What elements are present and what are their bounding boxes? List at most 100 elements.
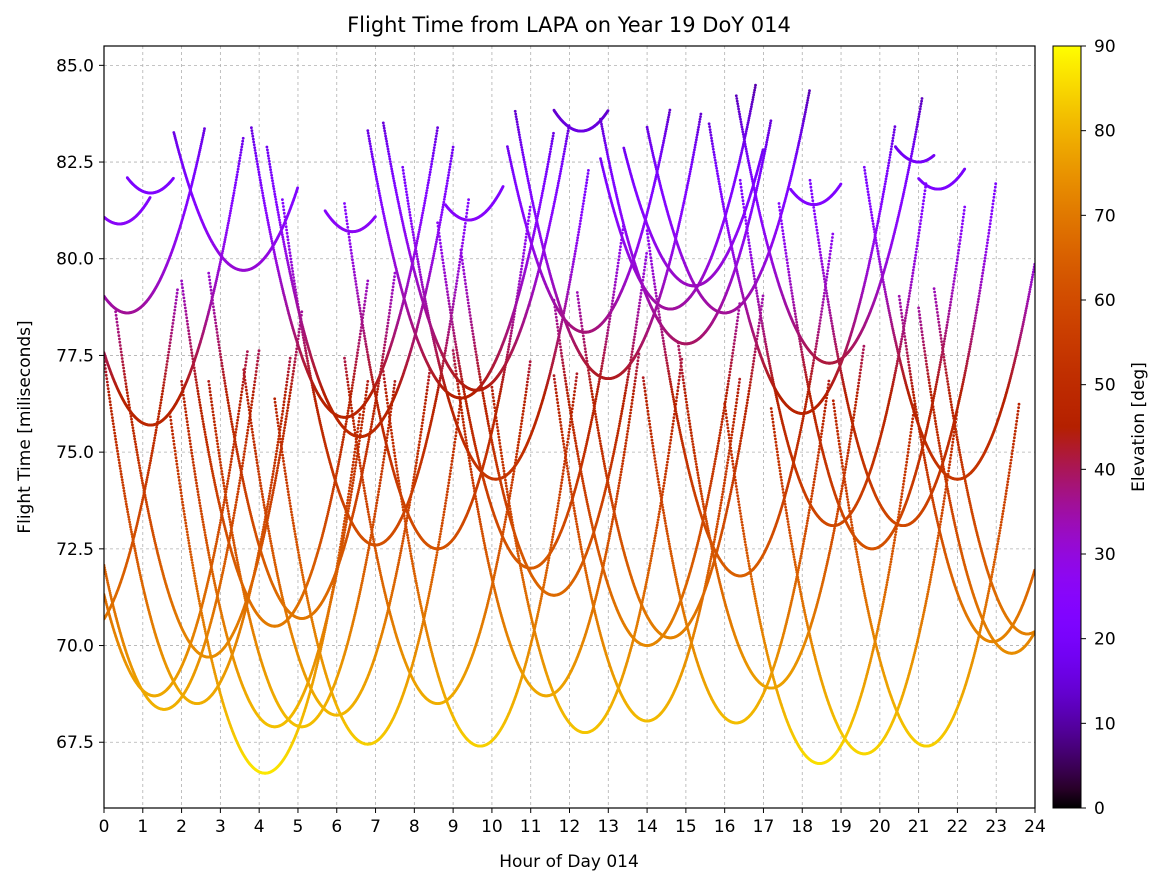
data-point bbox=[346, 498, 350, 502]
data-point bbox=[394, 460, 398, 464]
data-point bbox=[644, 396, 648, 400]
data-point bbox=[182, 509, 186, 513]
data-point bbox=[183, 400, 186, 404]
data-point bbox=[268, 534, 272, 538]
data-point bbox=[566, 440, 569, 444]
data-point bbox=[193, 574, 197, 578]
data-point bbox=[801, 545, 805, 548]
data-point bbox=[209, 393, 213, 397]
data-point bbox=[894, 533, 897, 536]
data-point bbox=[349, 493, 353, 496]
data-point bbox=[498, 442, 502, 445]
data-point bbox=[219, 467, 223, 470]
data-point bbox=[444, 502, 447, 505]
data-point bbox=[442, 510, 446, 514]
data-point bbox=[423, 405, 427, 409]
data-point bbox=[643, 386, 646, 390]
data-point bbox=[286, 490, 290, 494]
data-point bbox=[295, 540, 298, 544]
data-point bbox=[194, 475, 197, 479]
data-point bbox=[202, 523, 205, 527]
data-point bbox=[665, 463, 669, 467]
data-point bbox=[190, 454, 194, 458]
data-point bbox=[416, 591, 420, 594]
data-point bbox=[876, 627, 880, 631]
data-point bbox=[451, 456, 454, 460]
data-point bbox=[287, 496, 291, 499]
data-point bbox=[890, 555, 894, 558]
data-point bbox=[180, 497, 184, 501]
data-point bbox=[172, 442, 176, 446]
data-point bbox=[562, 442, 566, 446]
data-point bbox=[294, 535, 297, 539]
data-point bbox=[291, 519, 295, 522]
data-point bbox=[572, 397, 576, 400]
data-point bbox=[886, 578, 889, 582]
data-point bbox=[539, 597, 543, 601]
data-point bbox=[296, 545, 299, 549]
data-point bbox=[931, 565, 935, 569]
data-point bbox=[798, 585, 801, 589]
data-point bbox=[352, 475, 356, 479]
data-point bbox=[266, 527, 270, 530]
data-point bbox=[799, 592, 803, 596]
data-point bbox=[228, 518, 232, 521]
data-point bbox=[651, 547, 655, 550]
data-point bbox=[804, 615, 808, 619]
data-point bbox=[647, 569, 651, 572]
data-point bbox=[988, 585, 992, 588]
data-point bbox=[196, 490, 200, 494]
data-point bbox=[179, 491, 183, 495]
data-point bbox=[837, 436, 840, 440]
data-point bbox=[563, 452, 567, 455]
data-point bbox=[649, 432, 653, 436]
data-point bbox=[434, 558, 438, 562]
data-point bbox=[546, 564, 549, 567]
data-point bbox=[760, 626, 763, 630]
data-point bbox=[854, 547, 858, 551]
data-point bbox=[349, 480, 352, 483]
data-point bbox=[543, 578, 547, 582]
data-point bbox=[649, 429, 653, 432]
data-point bbox=[1009, 461, 1012, 465]
data-point bbox=[736, 494, 740, 497]
data-point bbox=[372, 518, 376, 521]
data-point bbox=[262, 501, 266, 504]
data-point bbox=[808, 508, 811, 512]
data-point bbox=[376, 496, 380, 499]
data-point bbox=[236, 563, 240, 567]
data-point bbox=[217, 448, 220, 452]
data-point bbox=[433, 563, 437, 567]
data-point bbox=[809, 497, 813, 501]
data-point bbox=[1006, 480, 1010, 484]
data-point bbox=[940, 511, 944, 515]
data-point bbox=[292, 527, 296, 531]
data-point bbox=[677, 378, 681, 382]
data-point bbox=[432, 571, 435, 574]
data-point bbox=[573, 386, 577, 390]
data-point bbox=[902, 479, 906, 483]
data-point bbox=[417, 443, 421, 447]
data-point bbox=[408, 547, 412, 550]
data-point bbox=[561, 475, 564, 479]
data-point bbox=[836, 429, 839, 433]
data-point bbox=[422, 408, 426, 412]
data-point bbox=[552, 530, 556, 533]
data-point bbox=[208, 558, 212, 562]
data-point bbox=[998, 531, 1001, 535]
data-point bbox=[350, 490, 353, 494]
data-point bbox=[736, 394, 739, 398]
data-point bbox=[810, 494, 814, 498]
data-point bbox=[644, 393, 647, 396]
data-point bbox=[183, 403, 187, 407]
data-point bbox=[284, 475, 288, 479]
data-point bbox=[801, 547, 804, 551]
data-point bbox=[186, 426, 190, 430]
data-point bbox=[546, 561, 550, 565]
data-point bbox=[377, 487, 381, 491]
data-point bbox=[728, 449, 731, 452]
data-point bbox=[725, 419, 729, 423]
data-point bbox=[775, 450, 779, 454]
data-point bbox=[423, 402, 427, 405]
data-point bbox=[180, 383, 184, 387]
